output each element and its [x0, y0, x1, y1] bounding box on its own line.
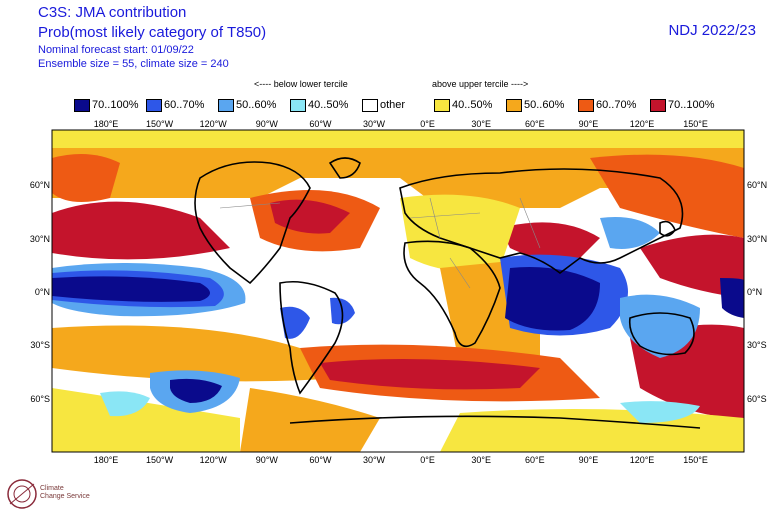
legend-swatch — [146, 98, 162, 112]
map-frame — [51, 129, 745, 453]
axis-tick-label: 30°W — [363, 119, 386, 129]
legend-swatch — [362, 98, 378, 112]
above-tercile-note: above upper tercile ----> — [432, 79, 529, 89]
axis-tick-label: 120°E — [630, 455, 655, 465]
legend-swatch — [578, 98, 594, 112]
axis-tick-label: 90°E — [579, 119, 599, 129]
logo-text: Climate Change Service — [40, 485, 90, 501]
axis-tick-label: 0°E — [420, 455, 435, 465]
axis-tick-label: 30°E — [471, 455, 491, 465]
below-tercile-note: <---- below lower tercile — [254, 79, 348, 89]
logo-line-1: Climate — [40, 485, 64, 492]
logo-line-2: Change Service — [40, 493, 90, 500]
axis-tick-label: 90°W — [256, 455, 279, 465]
legend-label: 50..60% — [524, 99, 565, 111]
lon-labels-top: 180°E 150°W 120°W 90°W 60°W 30°W 0°E 30°E 60°E 90… — [94, 119, 708, 129]
axis-tick-label: 90°W — [256, 119, 279, 129]
axis-tick-label: 120°W — [200, 455, 228, 465]
axis-tick-label: 30°N — [747, 234, 767, 244]
axis-tick-label: 150°E — [683, 455, 708, 465]
axis-tick-label: 60°S — [747, 394, 767, 404]
ensemble-size-text: Ensemble size = 55, climate size = 240 — [38, 58, 229, 70]
legend-item: 50..60% — [218, 98, 276, 112]
probability-map: 180°E 150°W 120°W 90°W 60°W 30°W 0°E 30°E 60°E 90… — [30, 119, 767, 465]
legend-label: 40..50% — [452, 99, 493, 111]
axis-tick-label: 60°N — [747, 180, 767, 190]
legend-swatch — [506, 98, 522, 112]
legend-label: 50..60% — [236, 99, 277, 111]
map-title: C3S: JMA contribution — [38, 4, 187, 21]
map-subtitle: Prob(most likely category of T850) — [38, 24, 267, 41]
legend-item: 70..100% — [650, 98, 714, 112]
probability-field — [52, 130, 744, 452]
axis-tick-label: 60°E — [525, 119, 545, 129]
legend-item: 50..60% — [506, 98, 564, 112]
axis-tick-label: 0°N — [747, 287, 762, 297]
axis-tick-label: 60°W — [309, 119, 332, 129]
lon-labels-bottom: 180°E 150°W 120°W 90°W 60°W 30°W 0°E 30°E 60°E 90… — [94, 455, 708, 465]
legend-swatch — [74, 98, 90, 112]
legend-label: 70..100% — [92, 99, 139, 111]
legend-item: 40..50% — [290, 98, 348, 112]
lat-labels-right: 60°N 30°N 0°N 30°S 60°S — [747, 180, 767, 404]
legend-label: 40..50% — [308, 99, 349, 111]
legend-item: other — [362, 98, 405, 112]
lat-labels-left: 60°N 30°N 0°N 30°S 60°S — [30, 180, 50, 404]
axis-tick-label: 150°E — [683, 119, 708, 129]
axis-tick-label: 180°E — [94, 119, 119, 129]
forecast-start-text: Nominal forecast start: 01/09/22 — [38, 44, 194, 56]
axis-tick-label: 120°W — [200, 119, 228, 129]
axis-tick-label: 60°N — [30, 180, 50, 190]
coastlines — [194, 157, 701, 429]
axis-tick-label: 30°S — [747, 340, 767, 350]
axis-tick-label: 30°N — [30, 234, 50, 244]
axis-tick-label: 0°N — [35, 287, 50, 297]
axis-tick-label: 60°W — [309, 455, 332, 465]
c3s-logo — [7, 479, 37, 509]
legend-swatch — [290, 98, 306, 112]
legend-swatch — [650, 98, 666, 112]
axis-tick-label: 180°E — [94, 455, 119, 465]
axis-tick-label: 60°S — [30, 394, 50, 404]
legend-item: 60..70% — [578, 98, 636, 112]
legend-label: 60..70% — [596, 99, 637, 111]
borders — [219, 197, 541, 289]
legend-swatch — [218, 98, 234, 112]
axis-tick-label: 60°E — [525, 455, 545, 465]
legend-item: 70..100% — [74, 98, 138, 112]
axis-tick-label: 90°E — [579, 455, 599, 465]
legend-item: 60..70% — [146, 98, 204, 112]
legend-label: 70..100% — [668, 99, 715, 111]
axis-tick-label: 30°W — [363, 455, 386, 465]
legend-label: 60..70% — [164, 99, 205, 111]
axis-tick-label: 30°E — [471, 119, 491, 129]
legend-swatch — [434, 98, 450, 112]
axis-tick-label: 120°E — [630, 119, 655, 129]
axis-tick-label: 0°E — [420, 119, 435, 129]
axis-tick-label: 150°W — [146, 119, 174, 129]
legend-label: other — [380, 99, 406, 111]
season-label: NDJ 2022/23 — [668, 22, 756, 39]
axis-tick-label: 150°W — [146, 455, 174, 465]
legend-item: 40..50% — [434, 98, 492, 112]
axis-tick-label: 30°S — [30, 340, 50, 350]
